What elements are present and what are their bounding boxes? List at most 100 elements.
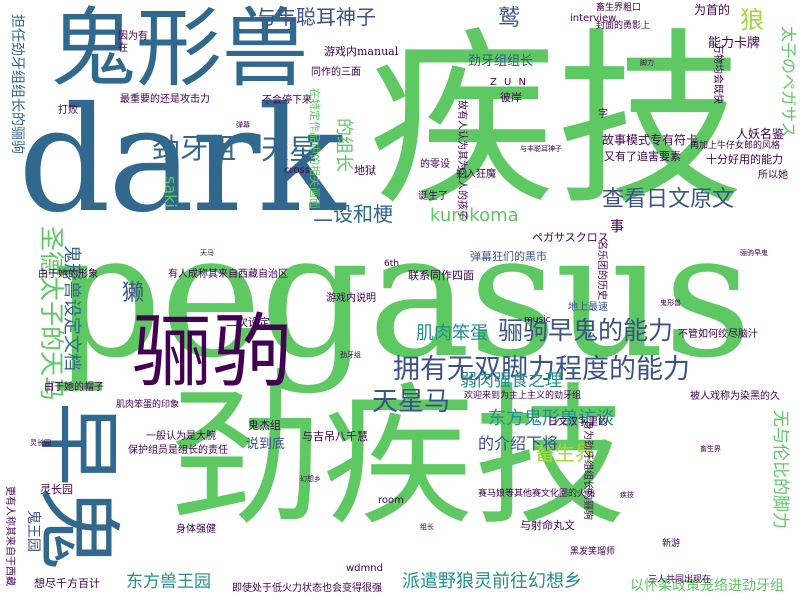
word-xiangjin: 想尽千方百计: [34, 577, 100, 590]
word-difuoli: 即使处于低火力状态也会变得很强: [232, 583, 382, 594]
word-jinyazu: 劲牙组: [152, 132, 237, 165]
word-haoyong: 十分好用的能力: [706, 153, 783, 166]
fine-print-word: 幻想乡: [300, 475, 321, 483]
word-laizi-xizang: 更有人称其来自于西藏: [4, 486, 15, 586]
word-shenti-qiangjian: 身体强健: [176, 524, 216, 535]
word-heishi: 弹幕狂们的黑市: [470, 250, 547, 263]
word-xizang: 有人成称其来自西藏自治区: [168, 269, 288, 280]
word-diyu: 地狱: [354, 164, 376, 177]
word-dansheng: 诞生了: [418, 191, 448, 202]
word-guiwangyuan: 鬼王园: [25, 510, 41, 552]
word-dishang-zuisu: 地上最速: [568, 302, 608, 313]
word-wanwu: 万物均会既快: [712, 44, 723, 104]
fine-print-word: 脚力: [640, 59, 654, 67]
word-weishoude: 为首的: [694, 3, 731, 17]
word-chushengjie: 畜生界: [535, 441, 595, 465]
word-sheming: 与射命丸文: [520, 519, 575, 532]
word-chakan-riwen: 查看日文原文: [602, 187, 735, 212]
word-xiangguan-huamian: 在特定作品中的相关画面: [308, 88, 321, 209]
word-jirou-yinxiang: 肌肉笨蛋的印象: [116, 400, 180, 410]
fine-print-word: 疾技: [620, 491, 634, 499]
word-saimaniang: 赛马娘等其他赛文化圈的火热: [478, 489, 596, 499]
word-liju: 骊驹: [132, 305, 292, 398]
word-gushi-moshi: 故事模式专有符卡: [602, 133, 699, 147]
word-jirou-bendan: 肌肉笨蛋: [416, 323, 488, 344]
word-tianxing: 天星: [261, 133, 318, 166]
word-ta: 獭: [122, 281, 145, 306]
word-guixingshou: 鬼形兽: [50, 0, 308, 99]
word-hanzi: 日文汉字里的: [548, 417, 608, 428]
word-paiqian: 派遣野狼灵前往幻想乡: [402, 571, 582, 592]
word-ruorou: 弱肉强食之理: [460, 371, 562, 391]
word-haizi: 故有人认为其为二人的孩子: [456, 100, 467, 220]
word-buhuitingxia: 不会停下来: [262, 95, 312, 106]
fine-print-word: 组长: [420, 523, 434, 531]
word-wushuang-jiaoli: 拥有无双脚力程度的能力: [393, 354, 690, 385]
word-kurokoma: kurokoma: [430, 205, 519, 226]
word-fangtan: 东方鬼形兽访谈: [488, 408, 614, 429]
fine-print-word: 灵长园: [30, 439, 51, 447]
word-fengmian: 封面的勇影上: [596, 21, 651, 31]
word-fengcong: 与丰聪耳神子: [256, 5, 376, 29]
word-wuyulunbi: 无与伦比的脚力: [770, 410, 790, 529]
word-lianxi: 联系同作四面: [408, 269, 474, 282]
word-gongjili: 最重要的还是攻击力: [120, 94, 210, 105]
word-waru: 挖入狂魔: [456, 169, 496, 180]
fine-print-word: 天马: [200, 249, 214, 257]
word-heifa: 黑发笑瑠师: [570, 547, 616, 557]
word-yinweiyou: 因为有: [118, 31, 148, 42]
word-jin-ji-ji: 劲疾技: [170, 369, 626, 546]
word-wdmnd: wdmnd: [346, 563, 383, 574]
word-lang: 狼: [740, 6, 764, 34]
word-dabai: 打败: [58, 105, 78, 116]
word-music: music: [524, 315, 551, 325]
word-renyao-mingjian: 人妖名鉴: [736, 127, 785, 141]
word-lingchangyuan: 灵长园: [40, 483, 73, 496]
word-tianxingma: 天星马: [372, 387, 451, 417]
word-cross: cross: [284, 165, 310, 176]
word-shenwei-zuzhang: 身为劲牙组组长的骊驹: [582, 420, 593, 520]
word-lingshe: 的零设: [420, 159, 450, 170]
word-pegasus: pegasus: [52, 195, 752, 396]
fine-print-word: 劲牙组: [340, 351, 361, 359]
word-shuodaodi: 说到底: [246, 437, 286, 452]
word-bian: 彼岸: [500, 91, 522, 104]
word-huanying: 欢迎来到为主上主义的劲牙组: [464, 391, 582, 401]
fine-print-word: 弹幕: [236, 121, 250, 129]
word-room: room: [378, 495, 404, 506]
word-danren-zuzhang: 担任劲牙组组长的骊驹: [9, 14, 25, 154]
word-maozi: 由于她的帽子: [44, 382, 104, 393]
word-nengli-kapai: 能力卡牌: [708, 36, 761, 51]
fine-print-word: 鬼形兽: [660, 299, 681, 307]
word-suoyita: 所以她: [758, 170, 788, 181]
word-huairou: 以怀柔政策笼络进劲牙组: [630, 578, 784, 594]
word-saki: saki: [161, 176, 180, 208]
word-jidiao: 与吉吊八千慧: [302, 430, 368, 443]
word-ranhei: 被人戏称为染黑的久: [690, 391, 780, 402]
word-de-zuzhang: 的组长: [333, 118, 354, 172]
word-jinyazu-zuzhang: 劲牙组组长: [468, 54, 534, 69]
word-shouwangyuan: 东方兽王园: [126, 572, 211, 592]
word-zi: 字: [598, 109, 608, 120]
word-taizi-pegasus: 太子のペガサス: [779, 26, 798, 138]
word-yuetuan: 名乐团的历史: [596, 240, 607, 300]
word-niuzai: 再加上牛仔女郎的风格: [690, 141, 781, 151]
word-ji-ji: 疾技: [368, 12, 744, 231]
word-jieshao: 的介绍下将: [478, 434, 559, 453]
word-6th: 6th: [384, 259, 399, 269]
word-pegasus-cross: ペガサスクロス: [532, 231, 609, 244]
word-zhuihai: 又有了追害要素: [604, 150, 681, 163]
word-buguan-ruhe: 不管如何绞尽脑汁: [678, 329, 758, 340]
word-xingxiang: 由于她的形象: [38, 269, 98, 280]
fine-print-word: 畜生界: [700, 445, 721, 453]
word-interview: interview: [570, 13, 617, 24]
word-sanmian: 同作的三面: [311, 67, 361, 78]
word-zai: 在: [118, 43, 128, 54]
word-guijiezu: 鬼杰组: [248, 419, 281, 432]
word-baohu-zuyuan: 保护组员是组长的责任: [128, 445, 228, 456]
word-ershe: 二设和梗: [313, 202, 393, 226]
word-erci-sheding: 二次设定: [226, 316, 270, 329]
word-shi: 事: [610, 219, 624, 235]
word-dawan: 一般认为是大腕: [146, 431, 216, 442]
